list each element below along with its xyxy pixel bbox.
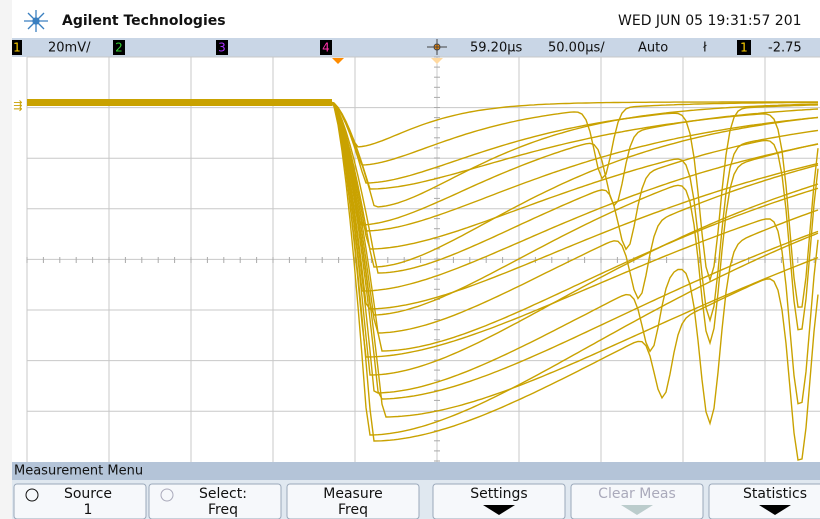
ch1: 1 — [13, 41, 21, 55]
trigger-slope: ł — [703, 41, 707, 56]
brand: Agilent Technologies — [62, 13, 226, 29]
delay: 59.20µs — [470, 41, 522, 56]
softkey-label: Statistics — [743, 486, 807, 502]
ch2: 2 — [115, 41, 123, 55]
trigger-mode: Auto — [638, 41, 668, 56]
softkey-label: Settings — [470, 486, 527, 502]
scope-screen: Agilent Technologies WED JUN 05 19:31:57… — [0, 0, 820, 519]
softkey-label: Source — [64, 486, 112, 502]
trigger-level: -2.75 — [768, 41, 802, 56]
baseline-band — [27, 99, 332, 106]
softkey-value: Freq — [338, 502, 368, 518]
status-bar — [12, 38, 820, 57]
ch4: 4 — [322, 41, 330, 55]
ch3: 3 — [218, 41, 226, 55]
ch1-scale: 20mV/ — [48, 41, 91, 56]
timebase: 50.00µs/ — [548, 41, 605, 56]
menu-title: Measurement Menu — [14, 464, 143, 479]
softkey-label: Clear Meas — [598, 486, 676, 502]
softkey-label: Select: — [199, 486, 247, 502]
softkey-value: Freq — [208, 502, 238, 518]
ch1-ground-marker: ⇶ — [13, 99, 22, 112]
softkey-value: 1 — [84, 502, 93, 518]
screen: Agilent Technologies WED JUN 05 19:31:57… — [0, 0, 820, 519]
trigger-source: 1 — [740, 41, 748, 55]
softkey-label: Measure — [323, 486, 383, 502]
datetime: WED JUN 05 19:31:57 201 — [618, 13, 802, 29]
